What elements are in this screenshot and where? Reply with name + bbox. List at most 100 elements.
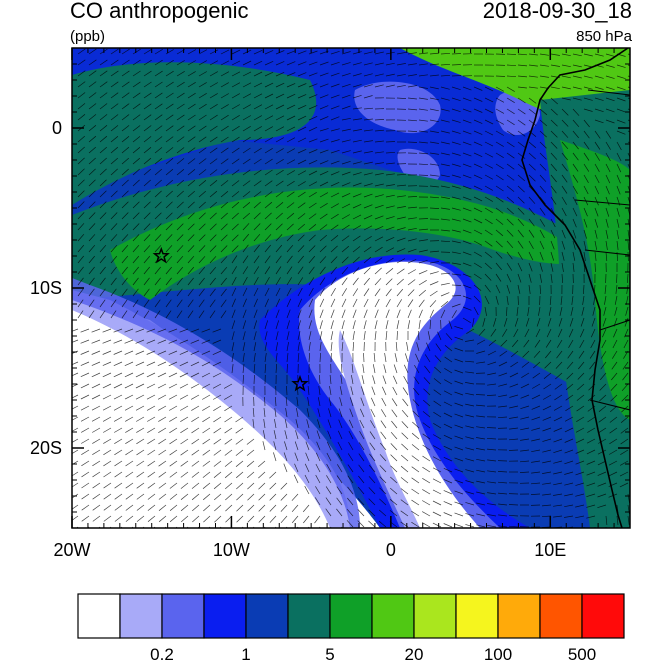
wind-barb bbox=[528, 64, 538, 67]
wind-barb bbox=[418, 239, 428, 242]
wind-barb bbox=[202, 405, 211, 411]
wind-barb bbox=[146, 361, 156, 367]
wind-barb bbox=[99, 59, 108, 66]
wind-barb bbox=[583, 152, 590, 161]
wind-barb bbox=[440, 196, 450, 199]
wind-barb bbox=[330, 309, 335, 319]
wind-barb bbox=[176, 288, 183, 297]
wind-barb bbox=[179, 383, 189, 389]
wind-barb bbox=[103, 493, 112, 500]
wind-barb bbox=[411, 466, 420, 473]
wind-barb bbox=[443, 423, 453, 429]
wind-barb bbox=[508, 504, 519, 506]
wind-barb bbox=[179, 372, 189, 378]
wind-barb bbox=[531, 471, 541, 474]
wind-barb bbox=[99, 92, 108, 99]
wind-barb bbox=[165, 234, 173, 242]
wind-barb bbox=[187, 190, 196, 198]
wind-barb bbox=[314, 497, 321, 506]
wind-barb bbox=[209, 71, 218, 77]
wind-barb bbox=[242, 266, 249, 275]
wind-barb bbox=[528, 141, 537, 149]
wind-barb bbox=[198, 180, 207, 187]
wind-barb bbox=[77, 114, 86, 121]
wind-barb bbox=[110, 277, 117, 286]
wind-barb bbox=[72, 504, 79, 510]
wind-barb bbox=[198, 277, 205, 286]
wind-barb bbox=[253, 212, 261, 220]
wind-barb bbox=[308, 331, 312, 341]
wind-barb bbox=[72, 449, 79, 454]
wind-barb bbox=[143, 81, 152, 88]
wind-barb bbox=[553, 416, 563, 422]
wind-barb bbox=[169, 416, 178, 422]
wind-barb bbox=[273, 430, 277, 440]
wind-barb bbox=[418, 299, 425, 308]
wind-barb bbox=[368, 498, 376, 506]
wind-barb bbox=[402, 398, 409, 407]
wind-barb bbox=[495, 185, 504, 192]
wind-barb bbox=[572, 141, 579, 150]
wind-barb bbox=[381, 409, 387, 418]
wind-barb bbox=[374, 257, 383, 264]
wind-barb bbox=[269, 504, 277, 512]
wind-barb bbox=[198, 245, 206, 253]
wind-barb bbox=[110, 255, 118, 264]
wind-barb bbox=[242, 233, 250, 242]
wind-barb bbox=[473, 196, 483, 202]
wind-barb bbox=[517, 240, 524, 249]
wind-barb bbox=[520, 416, 530, 420]
wind-barb bbox=[286, 385, 288, 396]
wind-barb bbox=[294, 441, 299, 451]
wind-barb bbox=[440, 63, 451, 66]
wind-barb bbox=[341, 51, 351, 55]
wind-barb bbox=[220, 266, 228, 275]
wind-barb bbox=[212, 383, 222, 389]
wind-barb bbox=[465, 414, 475, 418]
wind-barb bbox=[411, 432, 420, 440]
wind-barb bbox=[275, 309, 280, 319]
wind-barb bbox=[396, 268, 405, 275]
wind-barb bbox=[154, 147, 163, 154]
wind-barb bbox=[242, 104, 251, 110]
wind-barb bbox=[165, 81, 174, 88]
wind-barb bbox=[487, 372, 497, 376]
wind-barb bbox=[275, 353, 278, 363]
wind-barb bbox=[154, 59, 163, 66]
wind-barb bbox=[220, 288, 227, 297]
wind-barb bbox=[231, 125, 240, 132]
y-tick-label: 20S bbox=[30, 438, 62, 458]
wind-barb bbox=[476, 437, 486, 440]
wind-barb bbox=[187, 245, 195, 253]
wind-barb bbox=[619, 471, 629, 477]
wind-barb bbox=[495, 108, 505, 114]
wind-barb bbox=[143, 255, 151, 264]
wind-barb bbox=[396, 216, 406, 220]
major-ticks bbox=[71, 48, 630, 528]
wind-barb bbox=[286, 277, 292, 286]
wind-barb bbox=[308, 149, 318, 154]
wind-barb bbox=[297, 83, 307, 88]
wind-barb bbox=[411, 510, 420, 517]
wind-barb bbox=[396, 84, 406, 88]
wind-barb bbox=[198, 71, 207, 77]
wind-barb bbox=[451, 86, 461, 91]
wind-barb bbox=[72, 493, 79, 499]
wind-barb bbox=[575, 427, 585, 433]
wind-barb bbox=[253, 191, 262, 198]
wind-barb bbox=[509, 427, 519, 430]
wind-barb bbox=[242, 298, 247, 308]
wind-barb bbox=[99, 190, 107, 198]
wind-barb bbox=[561, 53, 571, 57]
wind-barb bbox=[581, 306, 585, 316]
wind-barb bbox=[99, 277, 106, 286]
wind-barb bbox=[462, 119, 472, 124]
wind-barb bbox=[330, 94, 340, 99]
wind-barb bbox=[572, 207, 578, 217]
wind-barb bbox=[165, 136, 174, 143]
wind-barb bbox=[253, 363, 256, 374]
y-tick-label: 0 bbox=[52, 118, 62, 138]
wind-barb bbox=[374, 62, 384, 66]
wind-barb bbox=[308, 126, 318, 132]
wind-barb bbox=[212, 339, 222, 344]
